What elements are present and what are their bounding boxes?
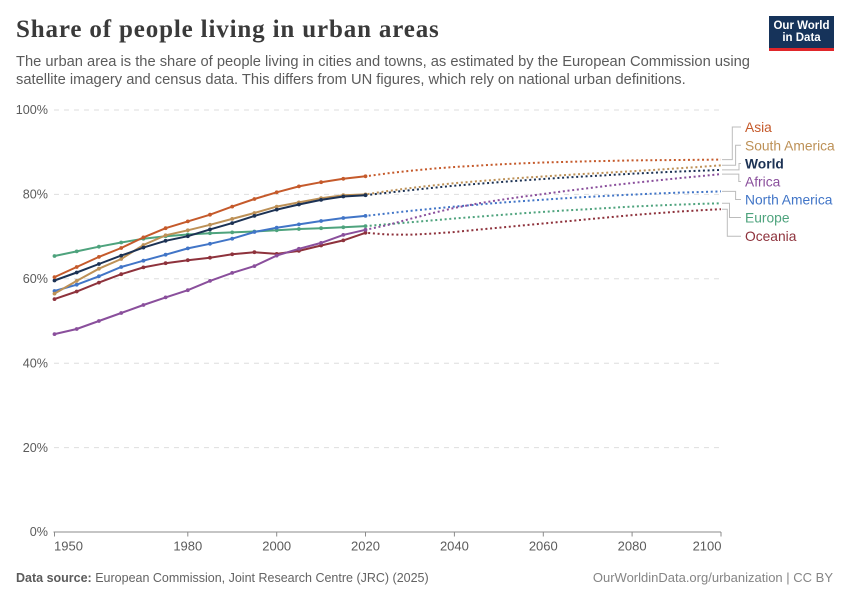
svg-text:Oceania: Oceania xyxy=(745,229,797,244)
svg-text:20%: 20% xyxy=(23,441,48,455)
svg-text:2000: 2000 xyxy=(262,539,291,554)
svg-text:60%: 60% xyxy=(23,272,48,286)
svg-text:80%: 80% xyxy=(23,188,48,202)
svg-text:0%: 0% xyxy=(30,525,48,539)
svg-text:2080: 2080 xyxy=(618,539,647,554)
svg-text:100%: 100% xyxy=(16,103,48,117)
svg-text:2020: 2020 xyxy=(351,539,380,554)
svg-text:40%: 40% xyxy=(23,356,48,370)
svg-text:Europe: Europe xyxy=(745,211,790,226)
svg-text:South America: South America xyxy=(745,138,835,153)
svg-text:World: World xyxy=(745,157,784,172)
svg-text:2100: 2100 xyxy=(693,539,722,554)
svg-text:2060: 2060 xyxy=(529,539,558,554)
svg-text:North America: North America xyxy=(745,193,833,208)
svg-text:Asia: Asia xyxy=(745,120,772,135)
svg-text:1980: 1980 xyxy=(173,539,202,554)
svg-text:2040: 2040 xyxy=(440,539,469,554)
svg-text:Africa: Africa xyxy=(745,175,781,190)
svg-text:1950: 1950 xyxy=(54,539,83,554)
